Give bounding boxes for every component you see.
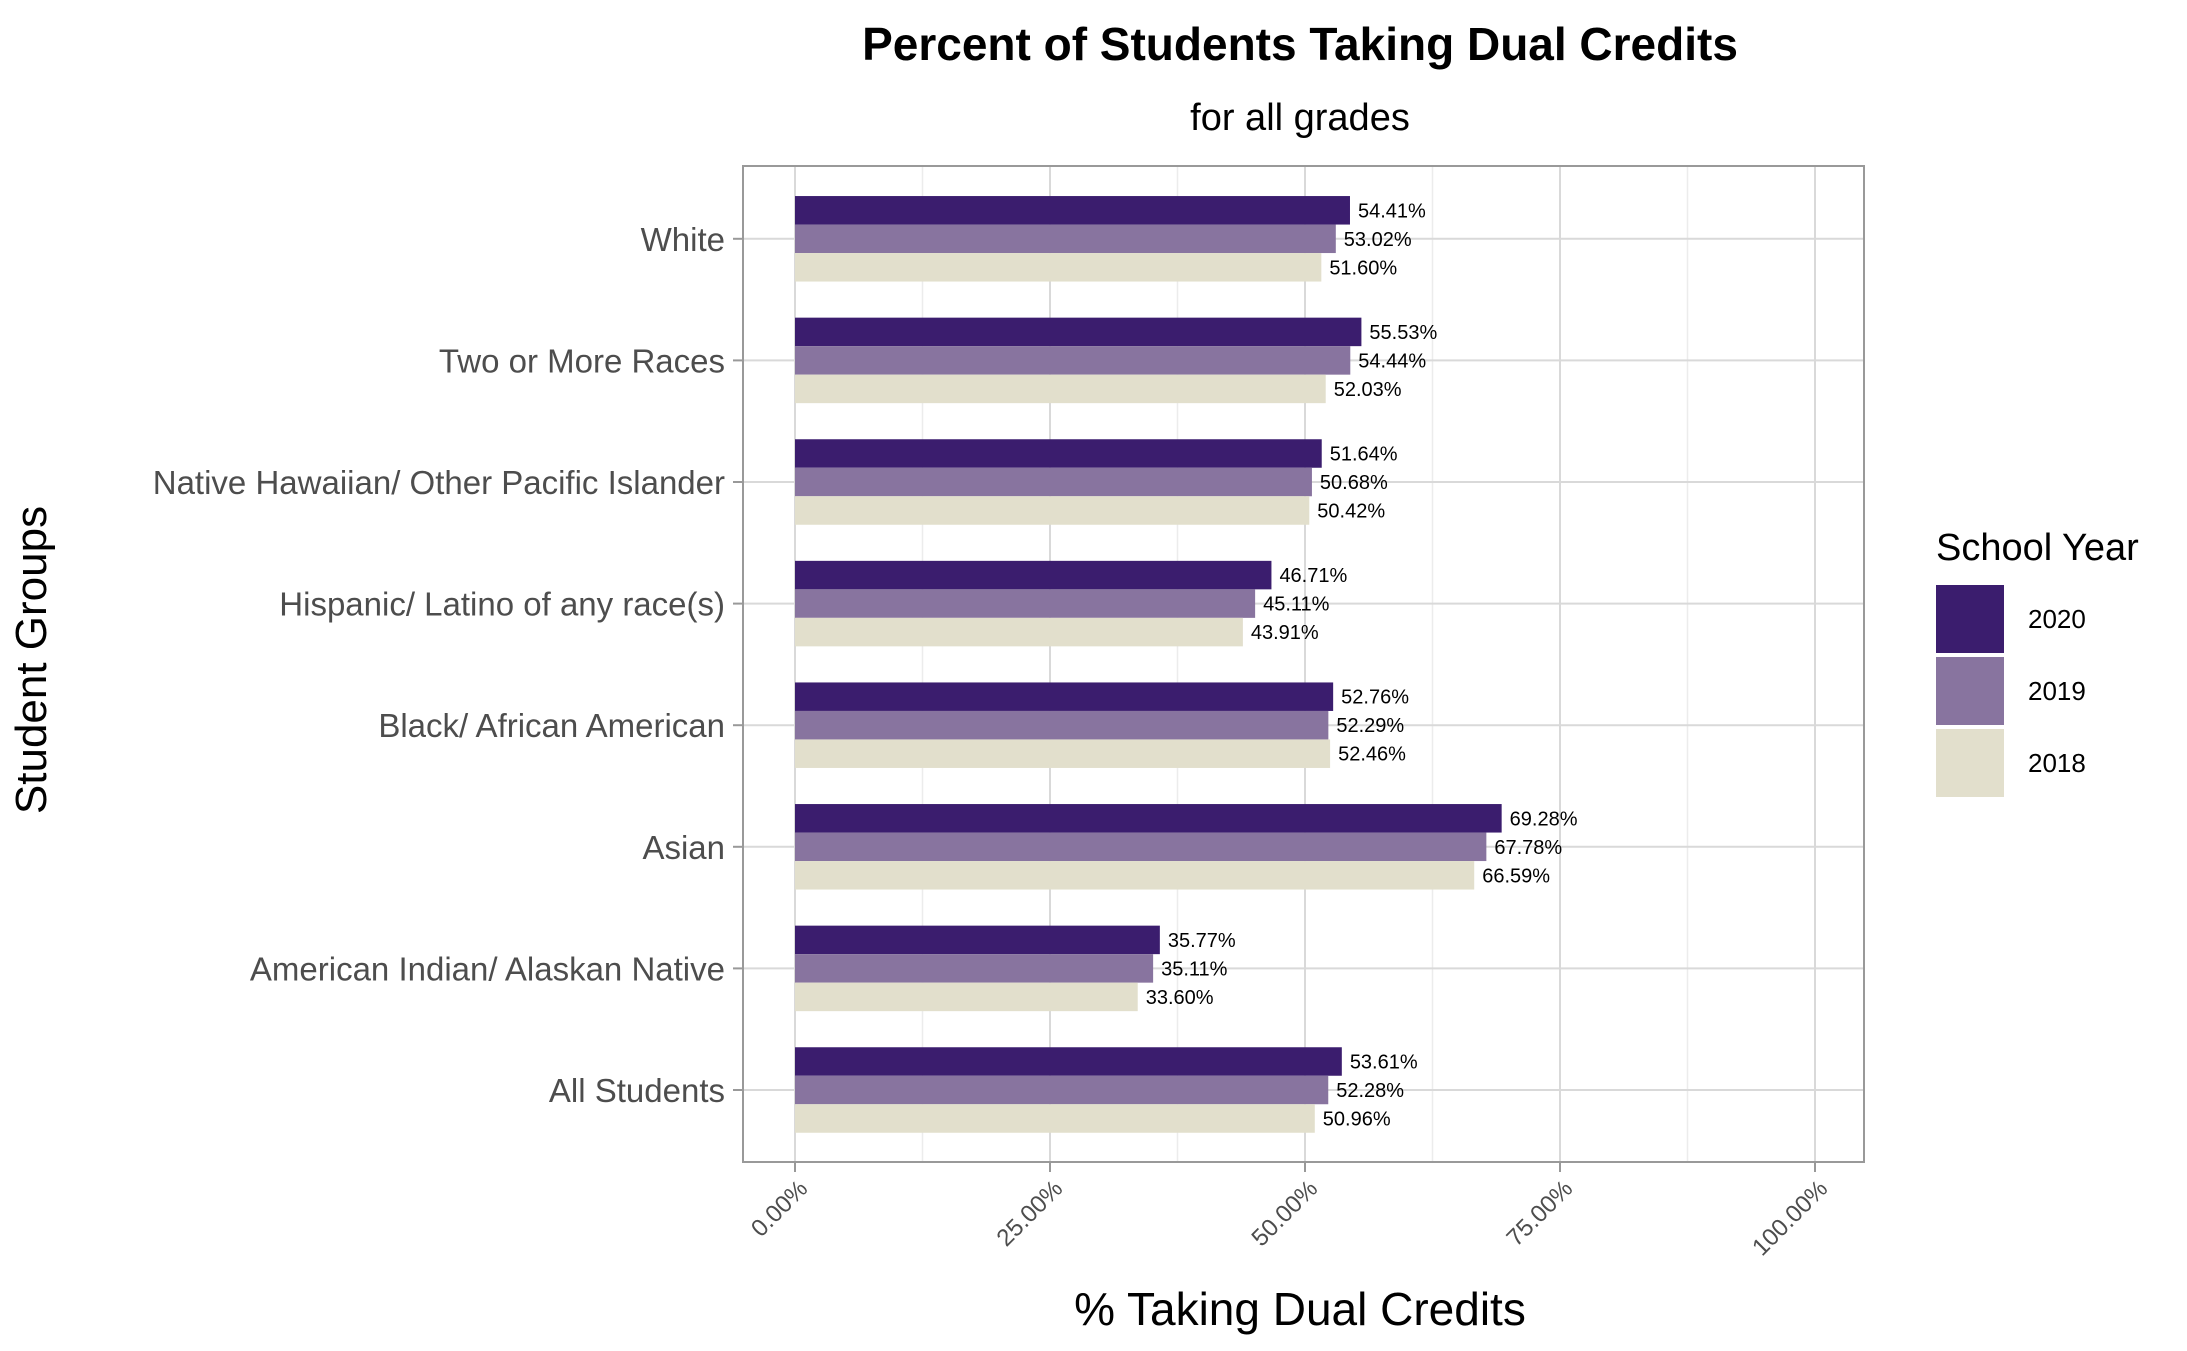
bar-2020 [795,925,1160,955]
data-label: 52.29% [1336,715,1404,737]
bar-2020 [795,682,1334,711]
data-label: 69.28% [1510,808,1578,830]
data-label: 45.11% [1263,594,1330,616]
bar-2018 [795,496,1310,525]
data-label: 35.11% [1161,958,1228,980]
bar-2018 [795,253,1322,282]
bar-2020 [795,560,1272,590]
legend-title: School Year [1936,527,2139,569]
data-label: 54.41% [1358,200,1426,222]
plot-area: 53.61% 52.28% 50.96% 35.77% 35.11% 33.60% 69.2… [153,165,1865,1261]
x-tick-label: 25.00% [992,1175,1069,1252]
chart-title: Percent of Students Taking Dual Credits [862,18,1738,70]
data-label: 54.44% [1358,350,1426,372]
bar-2019 [795,1075,1329,1105]
data-label: 53.61% [1350,1052,1418,1074]
category-label: Black/ African American [378,707,725,744]
bar-2018 [795,374,1326,404]
data-label: 66.59% [1482,865,1550,887]
data-label: 52.46% [1338,744,1406,766]
legend-label: 2018 [2028,748,2086,778]
bar-2018 [795,982,1138,1012]
bar-2019 [795,589,1256,618]
bar-2019 [795,710,1329,740]
bar-2019 [795,954,1154,983]
data-label: 52.28% [1336,1080,1404,1102]
bar-2020 [795,439,1322,468]
legend: School Year 2020 2019 2018 [1936,527,2139,797]
chart-subtitle: for all grades [1190,97,1410,139]
legend-label: 2019 [2028,676,2086,706]
data-label: 53.02% [1344,229,1412,251]
bar-2020 [795,196,1350,225]
data-label: 50.96% [1323,1109,1391,1131]
data-label: 35.77% [1168,930,1236,952]
category-label: Native Hawaiian/ Other Pacific Islander [153,464,725,501]
category-label: Two or More Races [439,342,725,379]
bar-2019 [795,346,1351,375]
data-label: 43.91% [1251,622,1319,644]
data-label: 50.42% [1317,501,1385,523]
plot-panel [743,166,1864,1162]
data-label: 52.76% [1341,687,1409,709]
legend-key-2018 [1936,729,2004,797]
data-label: 51.64% [1330,444,1398,466]
legend-key-2019 [1936,657,2004,725]
x-tick-label: 100.00% [1747,1175,1833,1261]
category-label: White [641,221,725,258]
bar-2020 [795,804,1502,833]
category-label: Hispanic/ Latino of any race(s) [279,586,725,623]
data-label: 50.68% [1320,472,1388,494]
data-label: 51.60% [1329,257,1397,279]
bar-2018 [795,1104,1315,1133]
bar-2018 [795,739,1331,768]
bar-2020 [795,317,1362,347]
bar-2020 [795,1047,1342,1076]
bar-2019 [795,467,1312,497]
x-axis-title: % Taking Dual Credits [1074,1283,1526,1335]
x-tick-label: 50.00% [1247,1175,1324,1252]
bar-2018 [795,617,1243,647]
data-label: 33.60% [1146,987,1214,1009]
data-label: 46.71% [1279,565,1347,587]
bar-2018 [795,861,1475,890]
plot-border [742,165,1865,1163]
x-tick-label: 75.00% [1502,1175,1579,1252]
legend-key-2020 [1936,585,2004,653]
data-label: 55.53% [1369,322,1437,344]
x-tick-label: 0.00% [746,1175,813,1242]
category-label: Asian [642,829,725,866]
category-label: All Students [549,1072,725,1109]
category-label: American Indian/ Alaskan Native [250,950,725,987]
legend-label: 2020 [2028,604,2086,634]
data-label: 67.78% [1494,837,1562,859]
bar-2019 [795,832,1487,862]
y-axis-title: Student Groups [7,506,56,814]
data-label: 52.03% [1334,379,1402,401]
bar-2019 [795,224,1336,254]
